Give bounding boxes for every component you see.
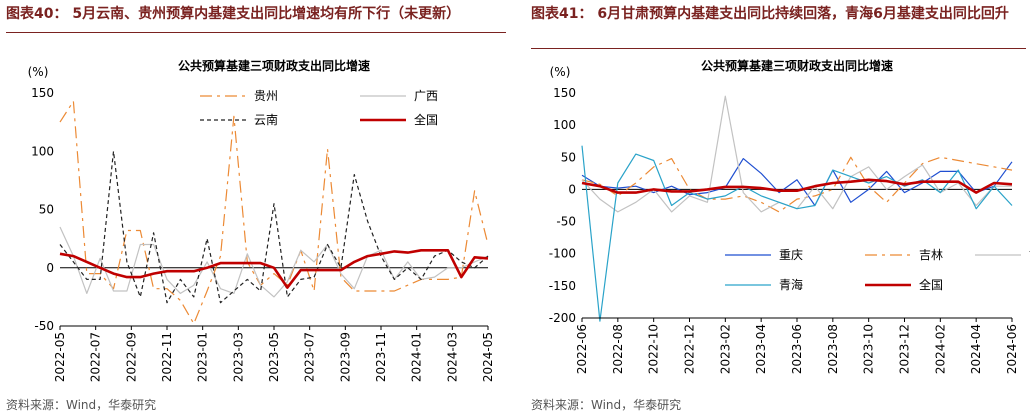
series-line-广西 xyxy=(59,226,489,298)
series-line-贵州 xyxy=(59,100,489,325)
y-axis-unit: (%) xyxy=(550,65,571,79)
y-tick-label: 100 xyxy=(553,118,576,132)
line-chart-right: 公共预算基建三项财政支出同比增速 (%) -200 -150 -100 -50 0 50 100… xyxy=(549,58,1030,374)
legend-label-重庆: 重庆 xyxy=(779,248,803,262)
x-tick-label: 2024-01 xyxy=(410,332,424,382)
x-tick-label: 2023-08 xyxy=(826,324,840,374)
x-tick-label: 2022-06 xyxy=(575,324,589,374)
y-tick-label: 0 xyxy=(568,182,576,196)
y-tick-label: 0 xyxy=(46,261,54,275)
x-tick-label: 2022-07 xyxy=(89,332,103,382)
x-tick-label: 2024-06 xyxy=(1005,324,1019,374)
y-axis-unit: (%) xyxy=(28,65,49,79)
x-tick-label: 2024-04 xyxy=(969,324,983,374)
title-rule-right xyxy=(531,48,1026,49)
x-tick-label: 2022-08 xyxy=(611,324,625,374)
x-tick-label: 2022-05 xyxy=(53,332,67,382)
series-line-全国 xyxy=(59,249,489,289)
series-line-重庆 xyxy=(581,158,1013,207)
x-tick-label: 2023-11 xyxy=(374,332,388,382)
x-tick-label: 2024-03 xyxy=(445,332,459,382)
legend-label-贵州: 贵州 xyxy=(254,89,278,103)
legend-label-青海: 青海 xyxy=(779,277,803,292)
legend-label-云南: 云南 xyxy=(254,112,278,127)
legend-label-吉林: 吉林 xyxy=(919,248,943,262)
x-tick-label: 2024-05 xyxy=(481,332,495,382)
x-tick-label: 2023-10 xyxy=(862,324,876,374)
x-tick-label: 2023-07 xyxy=(303,332,317,382)
x-tick-label: 2024-02 xyxy=(933,324,947,374)
y-tick-label: -100 xyxy=(549,247,576,261)
title-rule-left xyxy=(6,32,506,33)
x-tick-label: 2023-03 xyxy=(231,332,245,382)
legend-label-全国: 全国 xyxy=(414,112,438,127)
x-tick-label: 2022-11 xyxy=(160,332,174,382)
y-tick-label: -200 xyxy=(549,311,576,325)
y-tick-label: -50 xyxy=(556,215,576,229)
x-tick-label: 2022-09 xyxy=(124,332,138,382)
x-tick-label: 2023-06 xyxy=(790,324,804,374)
series-line-全国 xyxy=(581,178,1013,194)
series-line-云南 xyxy=(59,150,489,304)
figure-title-left: 图表40： 5月云南、贵州预算内基建支出同比增速均有所下行（未更新） xyxy=(6,6,461,22)
x-tick-label: 2023-02 xyxy=(718,324,732,374)
chart-title: 公共预算基建三项财政支出同比增速 xyxy=(701,58,893,73)
x-tick-label: 2023-12 xyxy=(898,324,912,374)
chart-panel-right: 图表41： 6月甘肃预算内基建支出同比持续回落，青海6月基建支出同比回升 公共预… xyxy=(525,0,1030,416)
x-tick-label: 2022-10 xyxy=(647,324,661,374)
series-line-甘肃 xyxy=(581,95,1012,213)
y-tick-label: 50 xyxy=(39,203,54,217)
series-line-吉林 xyxy=(581,156,1013,213)
y-tick-label: -50 xyxy=(34,319,54,333)
chart-panel-left: 图表40： 5月云南、贵州预算内基建支出同比增速均有所下行（未更新） 公共预算基… xyxy=(0,0,510,416)
series-line-青海 xyxy=(581,145,1013,322)
x-tick-label: 2023-04 xyxy=(754,324,768,374)
chart-title: 公共预算基建三项财政支出同比增速 xyxy=(178,58,370,73)
legend-label-广西: 广西 xyxy=(414,89,438,103)
y-tick-label: 150 xyxy=(553,86,576,100)
x-tick-label: 2023-09 xyxy=(338,332,352,382)
y-tick-label: 50 xyxy=(561,150,576,164)
line-chart-left: 公共预算基建三项财政支出同比增速 (%) -50 0 50 100 150 2022-05 20… xyxy=(28,58,495,382)
x-tick-label: 2023-05 xyxy=(267,332,281,382)
x-tick-label: 2023-01 xyxy=(196,332,210,382)
y-tick-label: 150 xyxy=(31,86,54,100)
y-tick-label: 100 xyxy=(31,144,54,158)
source-left: 资料来源：Wind，华泰研究 xyxy=(6,398,157,412)
y-tick-label: -150 xyxy=(549,279,576,293)
x-tick-label: 2022-12 xyxy=(683,324,697,374)
figure-title-right: 图表41： 6月甘肃预算内基建支出同比持续回落，青海6月基建支出同比回升 xyxy=(531,6,1009,22)
source-right: 资料来源：Wind，华泰研究 xyxy=(531,398,682,412)
legend-label-全国: 全国 xyxy=(919,277,943,292)
